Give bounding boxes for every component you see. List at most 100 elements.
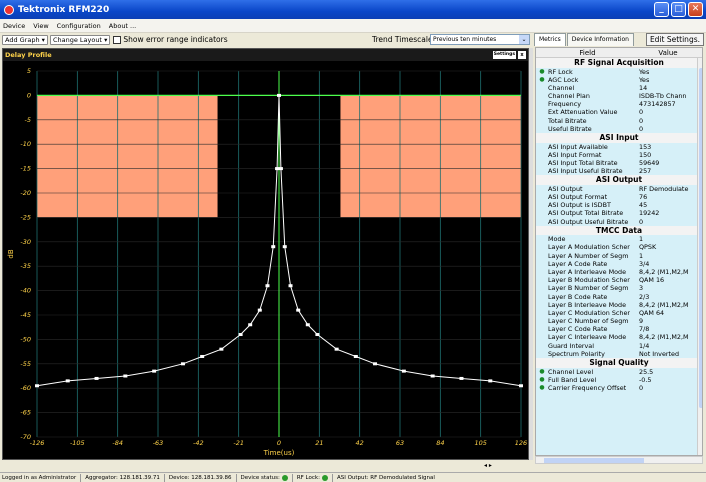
menu-bar: Device View Configuration About ...: [0, 19, 706, 33]
metric-row[interactable]: Layer A Code Rate 3/4: [536, 260, 702, 268]
x-tick-label: 0: [277, 439, 281, 447]
metric-row[interactable]: ASI Output is ISDBT 45: [536, 201, 702, 209]
metric-value: 150: [639, 150, 652, 159]
menu-configuration[interactable]: Configuration: [56, 21, 101, 30]
menu-view[interactable]: View: [33, 21, 49, 30]
metric-row[interactable]: Frequency 473142857: [536, 100, 702, 108]
metric-row[interactable]: Layer B Interleave Mode 8,4,2 (M1,M2,M: [536, 301, 702, 309]
maximize-button[interactable]: □: [671, 2, 686, 17]
metric-row[interactable]: ● RF Lock Yes: [536, 68, 702, 76]
status-dot-icon: [536, 151, 548, 159]
data-point: [152, 369, 157, 373]
edit-settings-button[interactable]: Edit Settings.: [645, 33, 704, 46]
metrics-horizontal-scrollbar[interactable]: [535, 456, 703, 464]
x-tick-label: 42: [356, 439, 364, 447]
metric-row[interactable]: Channel 14: [536, 84, 702, 92]
metric-field: Layer C Number of Segm: [548, 317, 629, 326]
close-button[interactable]: ✕: [688, 2, 703, 17]
metric-field: Layer C Code Rate: [548, 325, 608, 334]
metric-row[interactable]: Layer C Modulation Scher QAM 64: [536, 309, 702, 317]
scroll-thumb[interactable]: [544, 458, 644, 463]
field-column-header[interactable]: Field: [579, 49, 596, 57]
metric-row[interactable]: ASI Output Total Bitrate 19242: [536, 209, 702, 217]
metric-row[interactable]: ASI Output RF Demodulate: [536, 185, 702, 193]
metric-row[interactable]: Layer C Number of Segm 9: [536, 317, 702, 325]
settings-button[interactable]: Settings: [492, 51, 516, 59]
data-point: [123, 374, 128, 378]
metric-row[interactable]: Total Bitrate 0: [536, 117, 702, 125]
change-layout-label: Change Layout: [52, 35, 102, 44]
change-layout-button[interactable]: Change Layout ▾: [49, 34, 111, 45]
metric-row[interactable]: ● Channel Level 25.5: [536, 368, 702, 376]
metric-row[interactable]: Guard Interval 1/4: [536, 342, 702, 350]
graph-pager[interactable]: ◂ ▸: [484, 462, 492, 469]
metric-row[interactable]: ASI Input Useful Bitrate 257: [536, 167, 702, 175]
status-dot-icon: [536, 243, 548, 251]
metric-row[interactable]: ● Carrier Frequency Offset 0: [536, 384, 702, 392]
status-dot-icon: ●: [539, 383, 545, 391]
data-point: [275, 167, 280, 171]
x-axis-label: Time(us): [263, 449, 295, 457]
metric-row[interactable]: Layer B Modulation Scher QAM 16: [536, 276, 702, 284]
metric-row[interactable]: ASI Output Format 76: [536, 193, 702, 201]
scroll-thumb[interactable]: [699, 68, 702, 408]
data-point: [459, 376, 464, 380]
metric-value: Not Inverted: [639, 349, 679, 358]
value-column-header[interactable]: Value: [658, 49, 678, 57]
metrics-vertical-scrollbar[interactable]: [697, 58, 702, 455]
metric-value: 0: [639, 124, 644, 133]
section-header: ASI Output: [536, 175, 702, 185]
metric-row[interactable]: Layer C Code Rate 7/8: [536, 325, 702, 333]
metric-field: Channel: [548, 83, 575, 92]
metric-value: 1/4: [639, 341, 650, 350]
metric-row[interactable]: Ext Attenuation Value 0: [536, 108, 702, 116]
status-dot-icon: [536, 218, 548, 226]
y-tick-label: -5: [25, 116, 31, 124]
minimize-button[interactable]: _: [654, 2, 669, 17]
metric-row[interactable]: Layer B Number of Segm 3: [536, 284, 702, 292]
metric-field: Total Bitrate: [548, 116, 587, 125]
panel-scrollbar[interactable]: [529, 48, 533, 460]
metric-value: 0: [639, 383, 644, 392]
add-graph-button[interactable]: Add Graph ▾: [2, 34, 48, 45]
metric-row[interactable]: ● AGC Lock Yes: [536, 76, 702, 84]
metric-value: 0: [639, 217, 644, 226]
section-header: TMCC Data: [536, 225, 702, 236]
y-tick-label: -45: [20, 311, 31, 319]
data-point: [430, 374, 435, 378]
error-range-checkbox[interactable]: [113, 35, 122, 44]
data-point: [65, 379, 70, 383]
section-header: RF Signal Acquisition: [536, 58, 702, 68]
trend-timescale-value: Previous ten minutes: [433, 36, 497, 43]
metric-value: 0: [639, 108, 644, 117]
metric-row[interactable]: Channel Plan ISDB-Tb Chann: [536, 92, 702, 100]
metric-row[interactable]: Spectrum Polarity Not Inverted: [536, 350, 702, 358]
metric-row[interactable]: ASI Input Available 153: [536, 143, 702, 151]
metric-row[interactable]: Layer B Code Rate 2/3: [536, 293, 702, 301]
metric-row[interactable]: Layer A Number of Segm 1: [536, 252, 702, 260]
metric-row[interactable]: Layer A Interleave Mode 8,4,2 (M1,M2,M: [536, 268, 702, 276]
metric-row[interactable]: ASI Input Total Bitrate 59649: [536, 159, 702, 167]
delay-profile-panel: Delay Profile Settings x -126 -105 -84 -63-…: [2, 48, 529, 460]
metric-field: Layer C Interleave Mode: [548, 333, 627, 342]
y-axis-label: dB: [7, 249, 15, 258]
trend-timescale-select[interactable]: Previous ten minutes ⌄: [430, 34, 530, 45]
close-panel-button[interactable]: x: [518, 51, 526, 59]
metric-row[interactable]: Layer A Modulation Scher QPSK: [536, 243, 702, 251]
metric-row[interactable]: ASI Input Format 150: [536, 151, 702, 159]
metric-value: 8,4,2 (M1,M2,M: [639, 300, 689, 309]
status-dot-icon: [536, 342, 548, 350]
tab-metrics[interactable]: Metrics: [534, 33, 566, 46]
data-point: [353, 354, 358, 358]
metric-row[interactable]: ● Full Band Level -0.5: [536, 376, 702, 384]
menu-device[interactable]: Device: [3, 21, 26, 30]
metric-row[interactable]: Useful Bitrate 0: [536, 125, 702, 133]
metric-row[interactable]: Layer C Interleave Mode 8,4,2 (M1,M2,M: [536, 333, 702, 341]
menu-about[interactable]: About ...: [108, 21, 137, 30]
metric-row[interactable]: ASI Output Useful Bitrate 0: [536, 218, 702, 226]
tab-device-information[interactable]: Device Information: [566, 33, 634, 46]
metric-field: Channel Level: [548, 367, 594, 376]
metric-row[interactable]: Mode 1: [536, 235, 702, 243]
chevron-down-icon[interactable]: ⌄: [519, 35, 529, 44]
data-point: [519, 384, 523, 388]
